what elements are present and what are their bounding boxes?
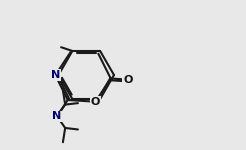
Text: N: N [51, 70, 60, 80]
Text: N: N [52, 111, 62, 121]
Text: O: O [91, 97, 100, 107]
Text: O: O [123, 75, 133, 85]
